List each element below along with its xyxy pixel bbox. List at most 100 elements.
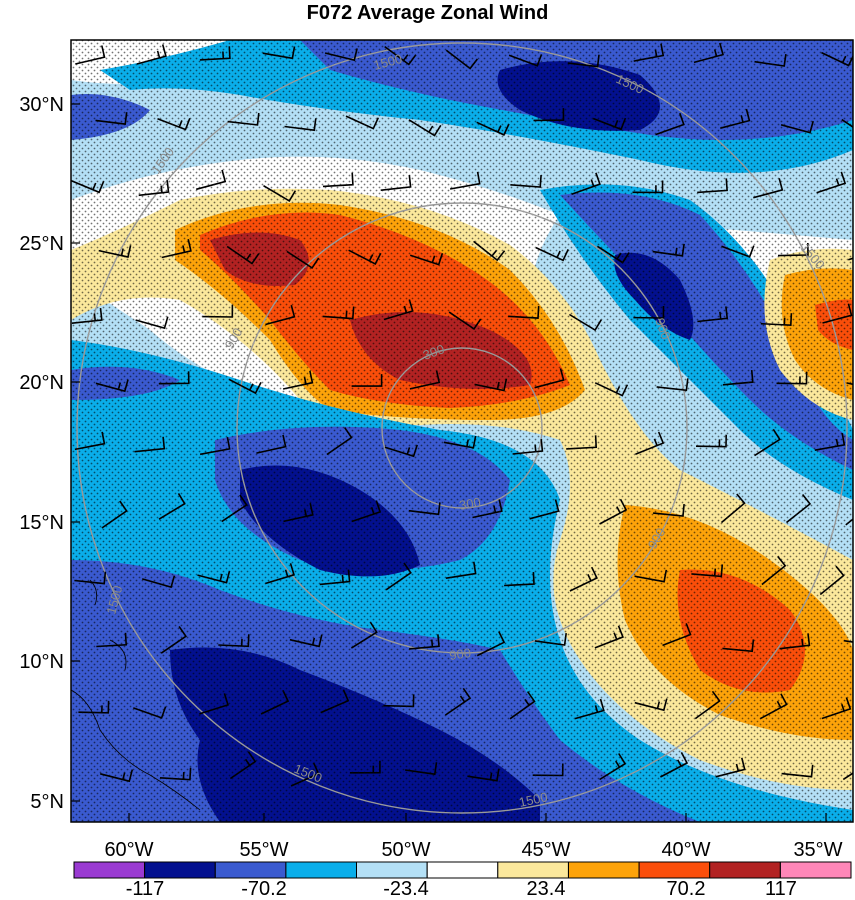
wind-barb xyxy=(753,178,784,199)
lon-label: 60°W xyxy=(104,839,153,861)
wind-barb xyxy=(409,634,440,650)
latitude-axis: 30°N 25°N 20°N 15°N 10°N 5°N xyxy=(19,94,80,813)
wind-barb xyxy=(472,499,503,519)
wind-barb xyxy=(199,693,230,715)
wind-barb xyxy=(100,769,134,783)
wind-barb xyxy=(158,371,190,385)
wind-barb xyxy=(161,239,192,259)
wind-barb xyxy=(697,178,728,194)
wind-barb xyxy=(635,431,665,456)
wind-barb xyxy=(351,500,382,523)
wind-barb xyxy=(408,502,441,516)
wind-barb xyxy=(814,432,846,451)
wind-barb xyxy=(228,378,262,395)
wind-barb xyxy=(78,700,110,714)
wind-barb xyxy=(383,694,415,708)
wind-barb xyxy=(256,434,287,454)
colorbar-label: 70.2 xyxy=(667,878,706,900)
wind-barb xyxy=(199,46,231,61)
ring-label: 900 xyxy=(448,645,472,663)
wind-barb xyxy=(351,374,383,387)
wind-barb xyxy=(633,43,665,62)
wind-barb xyxy=(660,752,689,778)
wind-barb xyxy=(195,169,227,191)
colorbar-swatch xyxy=(426,861,499,879)
wind-barb xyxy=(345,115,380,130)
colorbar-swatch xyxy=(285,861,357,879)
wind-barb xyxy=(761,555,787,586)
wind-barb xyxy=(290,762,320,787)
lon-label: 40°W xyxy=(661,839,710,861)
wind-barb xyxy=(98,245,132,258)
ring-label: 300 xyxy=(421,341,447,363)
wind-barb xyxy=(821,51,853,67)
wind-barb xyxy=(596,245,630,264)
wind-barb xyxy=(722,370,754,386)
wind-barb xyxy=(319,569,351,586)
wind-barb xyxy=(819,565,845,596)
wind-barb xyxy=(350,621,378,649)
colorbar-swatch xyxy=(214,861,287,879)
wind-field xyxy=(71,40,853,822)
wind-barb xyxy=(160,625,188,654)
wind-barb xyxy=(408,119,442,137)
wind-barb xyxy=(71,308,103,324)
wind-barb xyxy=(633,305,665,319)
wind-barb xyxy=(74,571,107,585)
wind-barb xyxy=(476,631,506,657)
wind-barb xyxy=(504,572,535,587)
wind-barb xyxy=(157,118,191,131)
wind-barb xyxy=(697,306,729,323)
wind-barb xyxy=(529,499,560,520)
wind-barb xyxy=(512,439,544,455)
wind-barb xyxy=(74,431,106,451)
wind-barb xyxy=(445,49,479,70)
lon-label: 35°W xyxy=(793,839,842,861)
colorbar-label: 23.4 xyxy=(527,878,566,900)
wind-barb xyxy=(158,492,186,520)
wind-barb xyxy=(534,368,565,389)
wind-barb xyxy=(134,436,166,453)
colorbar xyxy=(73,861,852,879)
wind-barb xyxy=(101,500,128,529)
colorbar-swatch xyxy=(356,861,428,879)
wind-barb xyxy=(289,634,323,648)
wind-barb xyxy=(380,174,412,191)
wind-barb xyxy=(383,299,414,321)
ring-label: 1500 xyxy=(103,584,125,616)
colorbar-label: -70.2 xyxy=(241,878,287,900)
lon-label: 50°W xyxy=(381,839,430,861)
wind-barb xyxy=(260,689,290,715)
ring-label: 1500 xyxy=(372,51,404,73)
wind-barb xyxy=(135,316,169,330)
wind-barb xyxy=(594,382,629,397)
wind-barb xyxy=(780,120,814,134)
wind-barb xyxy=(133,706,167,719)
colorbar-swatch xyxy=(144,861,216,879)
wind-barb xyxy=(474,378,508,392)
wind-barb xyxy=(136,44,167,65)
lat-label: 25°N xyxy=(19,233,64,255)
wind-barb xyxy=(599,498,628,525)
wind-barbs xyxy=(71,42,853,787)
wind-barb xyxy=(95,112,128,125)
colorbar-swatch xyxy=(709,861,781,879)
wind-barb xyxy=(655,112,685,136)
wind-barb xyxy=(693,42,724,64)
wind-barb xyxy=(320,689,350,714)
wind-barb xyxy=(322,306,355,320)
wind-barb xyxy=(533,108,565,122)
longitude-axis: 60°W 55°W 50°W 45°W 40°W 35°W xyxy=(104,813,843,861)
wind-barb xyxy=(776,371,808,385)
wind-barb xyxy=(282,370,314,390)
wind-barb xyxy=(286,250,320,270)
wind-barb xyxy=(445,561,477,579)
wind-barb xyxy=(634,698,668,712)
wind-barb xyxy=(777,242,809,257)
wind-barb xyxy=(534,632,567,646)
colorbar-swatch xyxy=(779,861,852,879)
wind-barb xyxy=(842,772,853,781)
wind-barb xyxy=(467,768,500,782)
wind-barb xyxy=(384,45,417,66)
wind-barb xyxy=(473,240,506,262)
